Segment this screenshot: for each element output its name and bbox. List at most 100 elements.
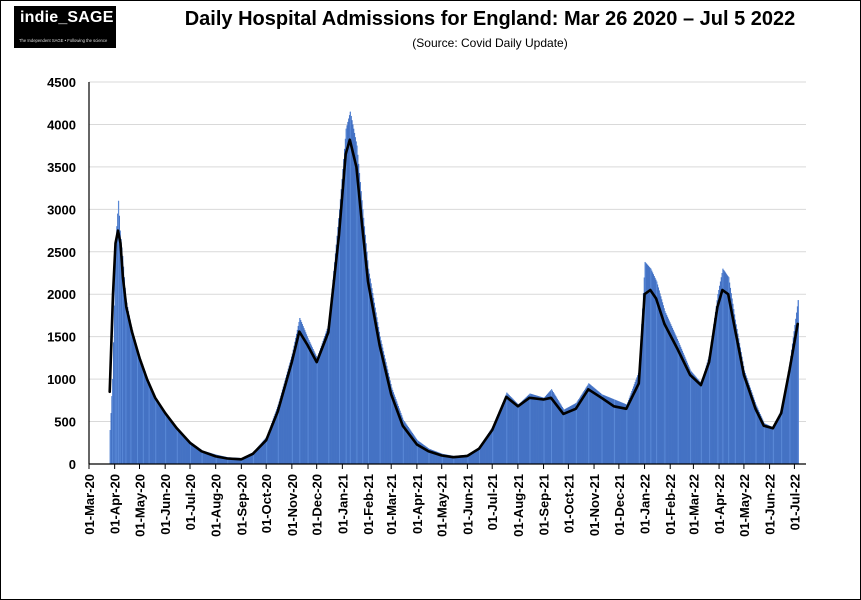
admissions-bar: [501, 404, 503, 464]
admissions-bar: [347, 121, 349, 465]
admissions-bar: [384, 358, 386, 464]
admissions-bar: [788, 366, 790, 464]
admissions-bar: [175, 426, 177, 464]
admissions-bar: [246, 455, 248, 464]
admissions-bar: [187, 439, 189, 464]
admissions-bar: [245, 455, 247, 464]
admissions-bar: [690, 371, 693, 464]
admissions-bar: [636, 377, 638, 464]
admissions-bar: [784, 390, 786, 464]
admissions-bar: [684, 356, 686, 464]
admissions-bar: [725, 273, 727, 464]
admissions-bar: [240, 458, 242, 464]
admissions-bar: [348, 118, 350, 464]
admissions-bar: [271, 420, 274, 464]
admissions-bar: [491, 427, 493, 464]
admissions-bar: [524, 398, 526, 464]
admissions-bar: [335, 244, 337, 464]
y-tick-label: 0: [69, 457, 76, 472]
x-tick-label: 01-Jun-20: [158, 474, 173, 535]
admissions-bar: [381, 343, 383, 464]
admissions-bar: [319, 348, 322, 464]
admissions-bar: [553, 393, 555, 464]
admissions-bar: [346, 125, 348, 464]
admissions-bar: [550, 390, 552, 464]
admissions-bar: [179, 430, 181, 464]
admissions-bar: [408, 428, 410, 464]
admissions-bar: [477, 448, 479, 464]
admissions-bar: [425, 446, 428, 464]
admissions-bar: [790, 355, 792, 464]
admissions-bar: [486, 435, 488, 464]
admissions-bar: [390, 383, 392, 464]
admissions-bar: [748, 385, 751, 464]
admissions-bar: [420, 442, 422, 464]
admissions-bar: [220, 455, 222, 464]
admissions-bar: [536, 395, 539, 464]
admissions-bar: [672, 329, 674, 464]
admissions-bar: [296, 329, 298, 464]
x-tick-label: 01-Sep-21: [537, 474, 552, 535]
admissions-bar: [724, 271, 726, 464]
admissions-bar: [771, 426, 773, 464]
admissions-bar: [579, 397, 581, 464]
admissions-bar: [793, 331, 795, 464]
admissions-bar: [756, 406, 758, 464]
admissions-bar: [141, 363, 144, 464]
admissions-bar: [695, 376, 697, 464]
admissions-bar: [794, 324, 796, 464]
admissions-bar: [531, 394, 533, 464]
admissions-bar: [406, 425, 409, 464]
admissions-bar: [437, 452, 439, 464]
admissions-bar: [713, 323, 715, 464]
admissions-bar: [419, 442, 421, 464]
x-tick-label: 01-Nov-21: [587, 474, 602, 536]
admissions-bar: [313, 350, 315, 464]
admissions-bar: [512, 398, 514, 464]
admissions-bar: [264, 438, 266, 464]
admissions-bar: [141, 361, 143, 464]
admissions-bar: [660, 296, 662, 464]
admissions-bar: [578, 398, 580, 464]
admissions-bar: [442, 453, 444, 464]
admissions-bar: [587, 384, 589, 464]
admissions-bar: [214, 454, 217, 464]
admissions-bar: [535, 395, 537, 464]
admissions-bar: [146, 376, 148, 464]
admissions-bar: [534, 395, 536, 464]
admissions-bar: [762, 419, 764, 464]
admissions-bar: [531, 394, 534, 464]
admissions-bar: [730, 293, 732, 464]
admissions-bar: [407, 427, 409, 464]
admissions-bar: [389, 380, 391, 464]
admissions-bar: [139, 356, 141, 464]
admissions-bar: [659, 293, 661, 464]
admissions-bar: [262, 441, 264, 464]
admissions-bar: [372, 293, 374, 464]
admissions-bar: [522, 400, 524, 464]
admissions-bar: [224, 456, 226, 464]
admissions-bar: [667, 318, 669, 464]
admissions-bar: [135, 343, 137, 464]
admissions-bar: [234, 457, 236, 464]
admissions-bar: [292, 349, 294, 464]
x-tick-label: 01-May-21: [435, 474, 450, 537]
admissions-bar: [232, 457, 234, 464]
admissions-bar: [132, 330, 134, 464]
admissions-bar: [180, 431, 182, 464]
admissions-bar: [275, 411, 277, 464]
admissions-bar: [352, 124, 354, 464]
admissions-bar: [576, 401, 578, 464]
logo-tagline: The Independent SAGE • Following the sci…: [19, 38, 108, 43]
admissions-bar: [580, 395, 582, 464]
admissions-bar: [656, 284, 659, 464]
admissions-bar: [520, 402, 522, 464]
admissions-bar: [617, 400, 619, 464]
admissions-bar: [502, 400, 505, 464]
admissions-bar: [488, 431, 491, 464]
admissions-bar: [324, 333, 327, 464]
admissions-bar: [661, 302, 664, 464]
admissions-bar: [317, 355, 319, 464]
admissions-bar: [289, 362, 291, 464]
admissions-bar: [469, 453, 471, 464]
